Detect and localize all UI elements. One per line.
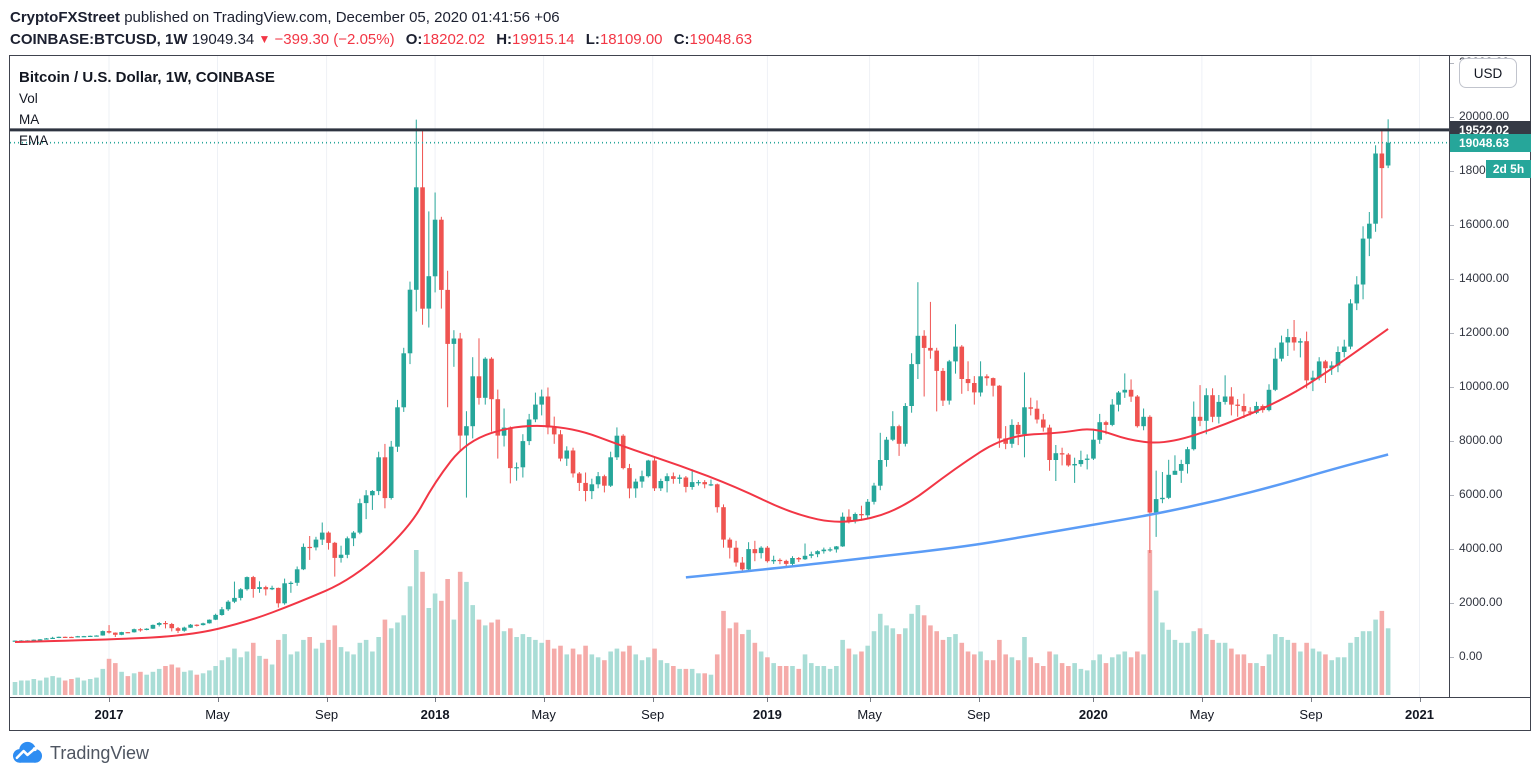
- time-axis-label: May: [857, 707, 882, 722]
- time-tick-mark: [1311, 698, 1312, 702]
- price-tick-label: 6000.00: [1459, 487, 1503, 501]
- time-axis-label: 2018: [420, 707, 450, 722]
- price-tick-mark: [1450, 62, 1454, 64]
- price-tick-mark: [1450, 278, 1454, 280]
- publication-byline: CryptoFXStreet published on TradingView.…: [10, 7, 560, 28]
- open-label: O:: [405, 31, 423, 48]
- last-price-badge: 19048.63: [1450, 133, 1531, 152]
- time-axis-label: Sep: [315, 707, 339, 722]
- price-chart-pane[interactable]: [10, 56, 1449, 697]
- time-tick-mark: [652, 698, 654, 702]
- price-tick-label: 0.00: [1459, 649, 1483, 663]
- time-axis[interactable]: 2017 May Sep 2018 May Sep 2019 May Sep 2020 May Sep…: [10, 697, 1530, 730]
- time-axis-label: May: [1189, 707, 1215, 722]
- author-name: CryptoFXStreet: [10, 9, 121, 26]
- low-label: L:: [585, 31, 600, 48]
- price-tick-mark: [1450, 548, 1454, 550]
- time-axis-label: May: [531, 707, 556, 722]
- time-axis-label: 2020: [1078, 707, 1108, 722]
- price-tick-mark: [1450, 116, 1454, 118]
- open-value: 18202.02: [422, 31, 486, 48]
- time-tick-mark: [1201, 698, 1203, 702]
- tradingview-logo-text: TradingView: [50, 742, 150, 763]
- price-tick-label: 14000.00: [1459, 271, 1510, 285]
- close-value: 19048.63: [689, 31, 753, 48]
- symbol-label: COINBASE:BTCUSD, 1W: [10, 31, 188, 48]
- time-tick-mark: [326, 698, 328, 702]
- price-tick-label: 2000.00: [1459, 595, 1503, 609]
- time-tick-mark: [217, 698, 219, 702]
- price-axis[interactable]: USD 19522.02 19048.63 2d 5h 0.00 2000.00 4…: [1449, 55, 1531, 697]
- low-value: 18109.00: [599, 31, 663, 48]
- chart-title: Bitcoin / U.S. Dollar, 1W, COINBASE: [19, 69, 275, 86]
- price-tick-label: 8000.00: [1459, 433, 1503, 447]
- bar-countdown-badge: 2d 5h: [1486, 159, 1531, 178]
- last-price: 19049.34: [191, 31, 255, 48]
- time-tick-mark: [869, 698, 871, 702]
- high-value: 19915.14: [512, 31, 575, 48]
- time-axis-label: 2019: [752, 707, 782, 722]
- legend-item-ma: MA: [19, 112, 40, 127]
- change-down-icon: ▼: [258, 32, 271, 46]
- time-axis-label: Sep: [967, 707, 991, 722]
- price-tick-label: 4000.00: [1459, 541, 1503, 555]
- price-tick-mark: [1450, 602, 1454, 604]
- price-tick-mark: [1450, 440, 1454, 442]
- tradingview-logo-icon: [12, 741, 43, 763]
- time-tick-mark: [543, 698, 545, 702]
- price-tick-label: 16000.00: [1459, 217, 1510, 231]
- time-axis-label: Sep: [641, 707, 665, 722]
- time-tick-mark: [978, 698, 980, 702]
- close-label: C:: [673, 31, 690, 48]
- price-tick-mark: [1450, 224, 1454, 226]
- time-tick-mark: [1419, 698, 1421, 702]
- legend-item-ema: EMA: [19, 133, 49, 148]
- price-tick-label: 12000.00: [1459, 325, 1510, 339]
- price-tick-label: 10000.00: [1459, 379, 1510, 393]
- time-tick-mark: [435, 698, 437, 702]
- time-axis-label: 2017: [94, 707, 124, 722]
- chart-frame: Bitcoin / U.S. Dollar, 1W, COINBASE Vol …: [9, 55, 1531, 731]
- time-tick-mark: [1093, 698, 1095, 702]
- time-axis-label: 2021: [1405, 707, 1434, 722]
- time-axis-label: Sep: [1299, 707, 1323, 722]
- price-tick-label: 20000.00: [1459, 109, 1510, 123]
- time-tick-mark: [109, 698, 110, 702]
- symbol-ohlc-row: COINBASE:BTCUSD, 1W 19049.34 ▼ −399.30 (…: [10, 29, 752, 51]
- byline-text: published on TradingView.com, December 0…: [120, 9, 560, 26]
- currency-toggle-button[interactable]: USD: [1459, 58, 1517, 88]
- price-tick-mark: [1450, 170, 1454, 172]
- change-value: −399.30 (−2.05%): [274, 31, 395, 48]
- legend-item-vol: Vol: [19, 91, 38, 106]
- price-tick-mark: [1450, 332, 1454, 334]
- time-axis-label: May: [205, 707, 230, 722]
- price-tick-mark: [1450, 386, 1454, 388]
- time-tick-mark: [767, 698, 769, 702]
- candlestick-chart[interactable]: [10, 56, 1449, 697]
- tradingview-attribution[interactable]: TradingView: [12, 740, 149, 766]
- price-tick-mark: [1450, 656, 1454, 658]
- high-label: H:: [496, 31, 513, 48]
- chart-legend: Bitcoin / U.S. Dollar, 1W, COINBASE Vol …: [19, 67, 275, 151]
- price-tick-mark: [1450, 494, 1454, 496]
